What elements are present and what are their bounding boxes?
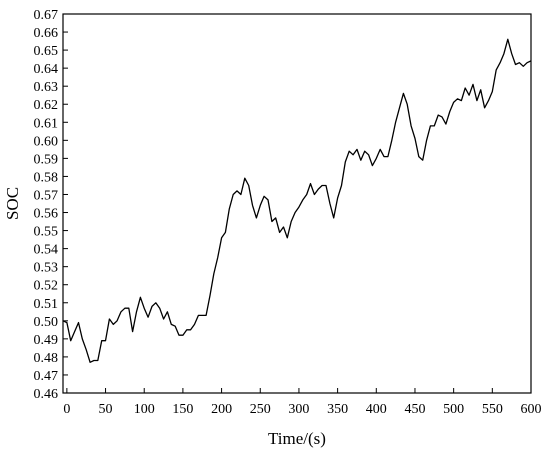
y-tick-label: 0.67 (34, 8, 59, 23)
y-tick-label: 0.47 (34, 369, 59, 384)
x-tick-label: 350 (327, 402, 348, 417)
axis-ticks (63, 13, 532, 394)
y-tick-label: 0.49 (34, 333, 59, 348)
tick-labels: 0 50 100 150 200 250 300 350 400 450 500 550 600 0.46… (34, 8, 542, 417)
x-tick-label: 100 (134, 402, 155, 417)
y-tick-label: 0.64 (34, 62, 59, 77)
x-tick-label: 50 (99, 402, 113, 417)
y-tick-label: 0.58 (34, 170, 59, 185)
x-tick-label: 400 (366, 402, 387, 417)
y-tick-label: 0.63 (34, 80, 59, 95)
y-tick-label: 0.61 (34, 116, 59, 131)
y-tick-label: 0.56 (34, 207, 59, 222)
x-tick-label: 450 (404, 402, 425, 417)
y-tick-label: 0.51 (34, 297, 59, 312)
y-tick-label: 0.55 (34, 225, 59, 240)
x-tick-label: 500 (443, 402, 464, 417)
y-tick-label: 0.65 (34, 44, 59, 59)
y-tick-label: 0.50 (34, 315, 59, 330)
y-tick-label: 0.46 (34, 387, 59, 402)
plot-frame (62, 13, 532, 394)
x-tick-label: 550 (482, 402, 503, 417)
x-axis-label: Time/(s) (268, 429, 326, 448)
y-tick-label: 0.62 (34, 98, 59, 113)
y-tick-label: 0.57 (34, 188, 59, 203)
soc-series-line-0 (62, 38, 532, 363)
y-tick-label: 0.60 (34, 134, 59, 149)
y-tick-label: 0.53 (34, 261, 59, 276)
y-tick-label: 0.54 (34, 243, 59, 258)
x-tick-label: 150 (172, 402, 193, 417)
x-tick-label: 600 (521, 402, 542, 417)
y-tick-label: 0.52 (34, 279, 59, 294)
y-axis-label: SOC (3, 187, 22, 220)
y-tick-label: 0.48 (34, 351, 59, 366)
x-tick-label: 250 (250, 402, 271, 417)
series-layer (62, 38, 532, 363)
x-tick-label: 200 (211, 402, 232, 417)
y-tick-label: 0.59 (34, 152, 59, 167)
x-tick-label: 300 (288, 402, 309, 417)
y-tick-label: 0.66 (34, 26, 59, 41)
x-tick-label: 0 (63, 402, 70, 417)
